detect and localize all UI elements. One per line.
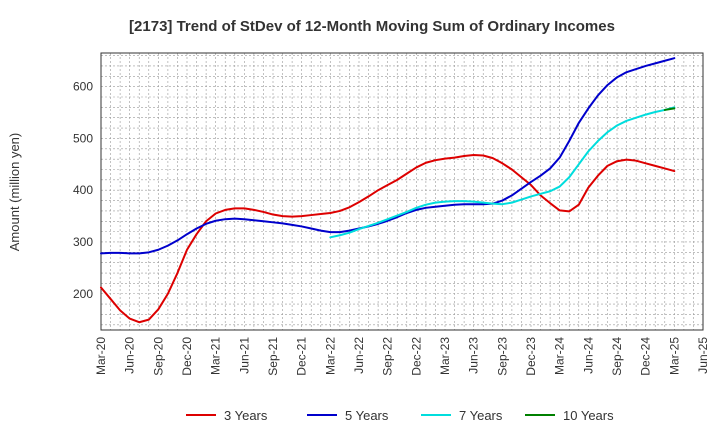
x-tick-label: Jun-25 (696, 337, 710, 374)
x-tick-label: Sep-23 (495, 337, 509, 376)
x-tick-label: Sep-21 (266, 337, 280, 376)
y-tick-label: 300 (73, 235, 93, 249)
x-tick-label: Mar-25 (667, 337, 681, 375)
x-tick-label: Jun-21 (237, 337, 251, 374)
x-tick-label: Jun-20 (123, 337, 137, 374)
y-axis-label: Amount (million yen) (7, 133, 22, 252)
series-line-5-years (100, 57, 676, 255)
plot-area (101, 53, 703, 330)
x-tick-label: Mar-21 (209, 337, 223, 375)
grid (101, 53, 703, 330)
x-tick-label: Dec-24 (639, 337, 653, 376)
y-tick-label: 600 (73, 80, 93, 94)
x-tick-label: Dec-22 (409, 337, 423, 376)
x-tick-label: Dec-21 (295, 337, 309, 376)
x-tick-label: Dec-20 (180, 337, 194, 376)
legend-label-7-years: 7 Years (459, 408, 503, 423)
series-line-3-years (100, 154, 676, 324)
x-tick-label: Mar-24 (553, 337, 567, 375)
x-tick-label: Sep-24 (610, 337, 624, 376)
x-tick-label: Mar-23 (438, 337, 452, 375)
y-tick-label: 200 (73, 287, 93, 301)
legend: 3 Years 5 Years 7 Years 10 Years (186, 408, 614, 423)
x-tick-label: Jun-23 (467, 337, 481, 374)
y-axis: 200 300 400 500 600 (73, 80, 93, 301)
y-tick-label: 400 (73, 183, 93, 197)
series-line-10-years (663, 107, 676, 111)
x-axis: Mar-20 Jun-20 Sep-20 Dec-20 Mar-21 Jun-21 Sep-… (94, 337, 710, 376)
legend-label-5-years: 5 Years (345, 408, 389, 423)
x-tick-label: Sep-20 (151, 337, 165, 376)
x-tick-label: Mar-20 (94, 337, 108, 375)
legend-label-3-years: 3 Years (224, 408, 268, 423)
x-tick-label: Mar-22 (323, 337, 337, 375)
y-tick-label: 500 (73, 131, 93, 145)
series-line-7-years (329, 106, 676, 239)
series-lines (100, 57, 676, 324)
chart-title: [2173] Trend of StDev of 12-Month Moving… (129, 18, 615, 35)
x-tick-label: Jun-22 (352, 337, 366, 374)
plot-frame (100, 52, 704, 331)
legend-label-10-years: 10 Years (563, 408, 614, 423)
x-tick-label: Dec-23 (524, 337, 538, 376)
x-tick-label: Sep-22 (381, 337, 395, 376)
x-tick-label: Jun-24 (581, 337, 595, 374)
